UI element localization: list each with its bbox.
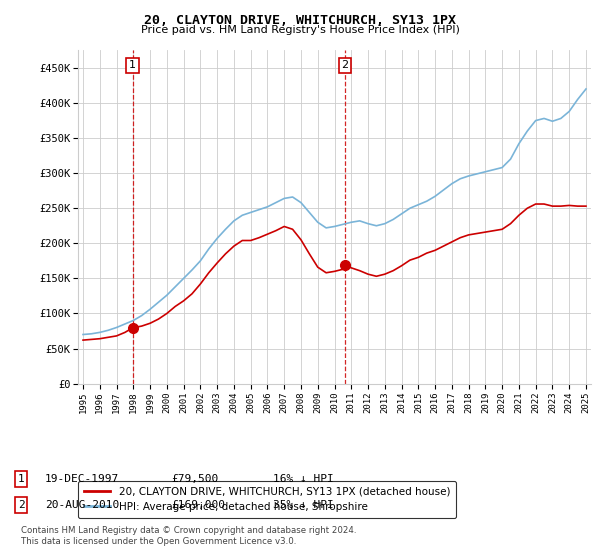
- Text: 1: 1: [17, 474, 25, 484]
- Text: 20-AUG-2010: 20-AUG-2010: [45, 500, 119, 510]
- Text: This data is licensed under the Open Government Licence v3.0.: This data is licensed under the Open Gov…: [21, 537, 296, 546]
- Text: Contains HM Land Registry data © Crown copyright and database right 2024.: Contains HM Land Registry data © Crown c…: [21, 526, 356, 535]
- Text: £79,500: £79,500: [171, 474, 218, 484]
- Text: 2: 2: [341, 60, 349, 71]
- Text: 2: 2: [17, 500, 25, 510]
- Text: £169,000: £169,000: [171, 500, 225, 510]
- Text: 1: 1: [129, 60, 136, 71]
- Text: 20, CLAYTON DRIVE, WHITCHURCH, SY13 1PX: 20, CLAYTON DRIVE, WHITCHURCH, SY13 1PX: [144, 14, 456, 27]
- Legend: 20, CLAYTON DRIVE, WHITCHURCH, SY13 1PX (detached house), HPI: Average price, de: 20, CLAYTON DRIVE, WHITCHURCH, SY13 1PX …: [78, 480, 457, 519]
- Text: 16% ↓ HPI: 16% ↓ HPI: [273, 474, 334, 484]
- Text: 19-DEC-1997: 19-DEC-1997: [45, 474, 119, 484]
- Text: Price paid vs. HM Land Registry's House Price Index (HPI): Price paid vs. HM Land Registry's House …: [140, 25, 460, 35]
- Text: 35% ↓ HPI: 35% ↓ HPI: [273, 500, 334, 510]
